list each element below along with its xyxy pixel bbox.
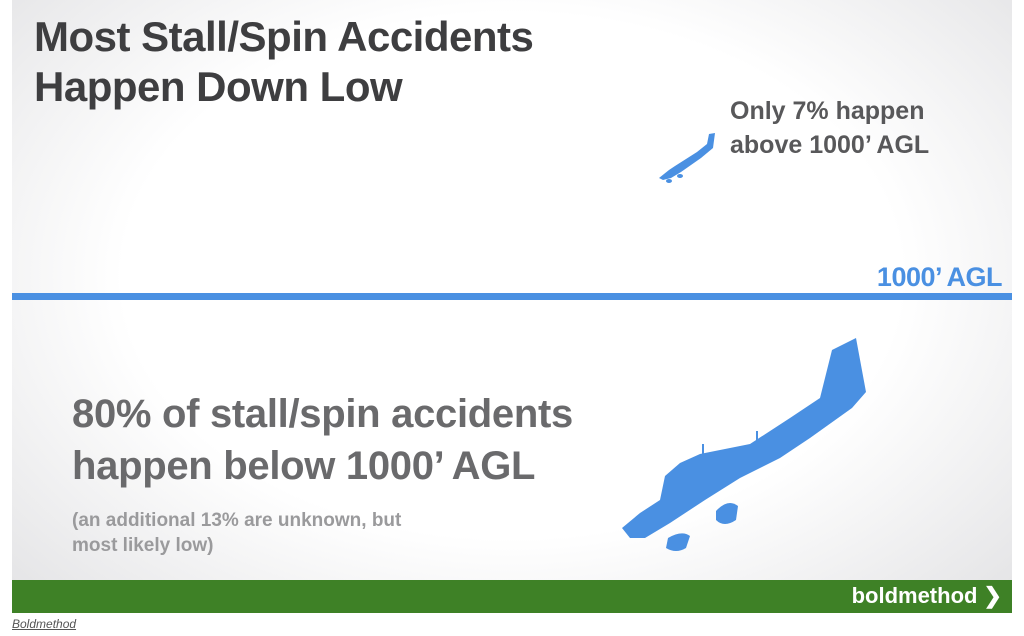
credit-link[interactable]: Boldmethod [12,617,77,631]
small-airplane-icon [659,133,715,183]
above-agl-text: Only 7% happen above 1000’ AGL [730,97,930,159]
below-agl-text: 80% of stall/spin accidents happen below … [72,392,573,488]
title: Most Stall/Spin Accidents Happen Down Low [34,13,534,110]
brand-logo: boldmethod ❯ [851,583,1002,608]
infographic: Most Stall/Spin Accidents Happen Down Low… [12,0,1012,613]
agl-line [12,293,1012,300]
large-airplane-icon [622,338,866,551]
footer-bar: boldmethod ❯ [12,580,1012,613]
agl-label: 1000’ AGL [876,262,1003,292]
unknown-note: (an additional 13% are unknown, but most … [72,510,402,556]
